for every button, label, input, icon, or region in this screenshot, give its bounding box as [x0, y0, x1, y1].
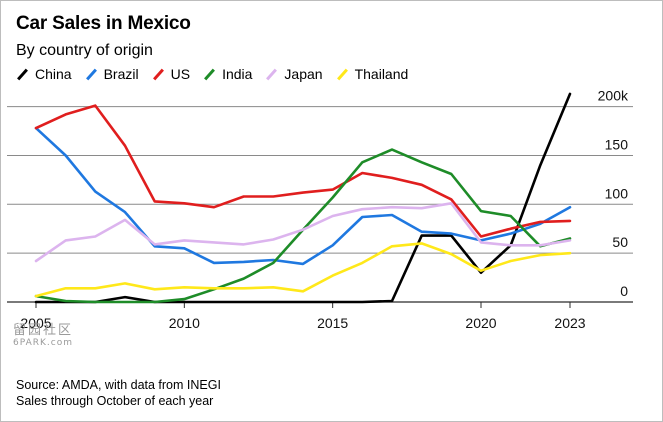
series-line-us	[34, 104, 572, 238]
series-line-china	[34, 92, 572, 304]
series-line-thailand	[34, 242, 572, 298]
legend-label: Thailand	[354, 66, 409, 82]
watermark: 留园社区 6PARK.com	[13, 324, 73, 350]
legend: China Brazil US India Japan Thailand	[16, 66, 421, 82]
y-tick-label: 200k	[598, 88, 629, 104]
x-tick-label: 2023	[554, 315, 585, 331]
source-note: Source: AMDA, with data from INEGI	[16, 378, 221, 392]
legend-label: Brazil	[103, 66, 139, 82]
watermark-subtext: 6PARK.com	[13, 338, 73, 348]
legend-label: Japan	[284, 66, 323, 82]
x-tick-label: 2020	[465, 315, 496, 331]
series-line-japan	[34, 202, 572, 263]
x-tick-label: 2015	[317, 315, 348, 331]
y-tick-label: 100	[605, 185, 629, 201]
legend-label: India	[222, 66, 253, 82]
y-tick-label: 50	[612, 234, 628, 250]
legend-item-thailand: Thailand	[336, 66, 409, 82]
legend-item-china: China	[16, 66, 72, 82]
chart-subtitle: By country of origin	[16, 42, 153, 59]
watermark-text: 留园社区	[13, 323, 74, 338]
legend-item-japan: Japan	[265, 66, 323, 82]
footer: Source: AMDA, with data from INEGI Sales…	[16, 377, 221, 409]
sales-note: Sales through October of each year	[16, 394, 214, 408]
legend-label: US	[170, 66, 191, 82]
y-tick-label: 150	[605, 136, 629, 152]
legend-item-india: India	[203, 66, 252, 82]
y-tick-label: 0	[620, 283, 628, 299]
x-tick-label: 2010	[169, 315, 200, 331]
legend-item-brazil: Brazil	[85, 66, 139, 82]
legend-item-us: US	[152, 66, 190, 82]
chart-title: Car Sales in Mexico	[16, 13, 191, 34]
x-tick-label: 2005	[20, 315, 51, 331]
legend-label: China	[35, 66, 72, 82]
